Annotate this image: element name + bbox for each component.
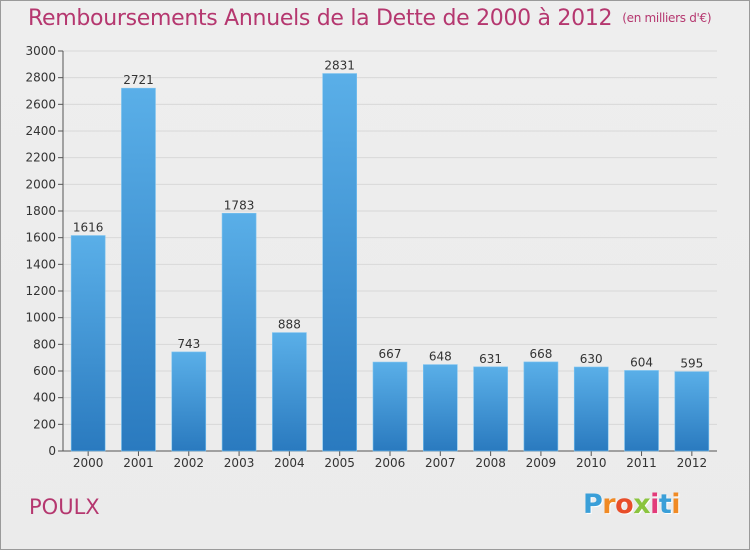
x-tick-label-2007: 2007 xyxy=(425,456,456,470)
bar-2004 xyxy=(272,332,307,452)
proxiti-logo: Proxiti xyxy=(583,489,681,520)
bar-2009 xyxy=(523,361,559,452)
brand-letter: o xyxy=(615,489,634,520)
value-label-2003: 1783 xyxy=(224,198,255,212)
x-tick-label-2009: 2009 xyxy=(526,456,557,470)
y-tick-label-3000: 3000 xyxy=(25,44,56,58)
y-tick-label-400: 400 xyxy=(33,391,56,405)
value-label-2009: 668 xyxy=(529,347,552,361)
y-tick-label-2600: 2600 xyxy=(25,97,56,111)
value-label-2000: 1616 xyxy=(73,221,104,235)
bar-2010 xyxy=(573,366,609,452)
bar-2005 xyxy=(322,73,357,452)
x-tick-label-2003: 2003 xyxy=(224,456,255,470)
x-tick-label-2002: 2002 xyxy=(173,456,204,470)
value-label-2012: 595 xyxy=(680,357,703,371)
y-tick-label-2000: 2000 xyxy=(25,177,56,191)
x-tick-label-2004: 2004 xyxy=(274,456,305,470)
x-tick-label-2000: 2000 xyxy=(73,456,104,470)
chart-title-text: Remboursements Annuels de la Dette de 20… xyxy=(28,6,613,31)
value-label-2006: 667 xyxy=(379,347,402,361)
y-tick-label-200: 200 xyxy=(33,417,56,431)
value-label-2004: 888 xyxy=(278,318,301,332)
x-tick-label-2006: 2006 xyxy=(375,456,406,470)
value-label-2007: 648 xyxy=(429,350,452,364)
chart-unit-label: (en milliers d'€) xyxy=(622,11,712,25)
commune-name: POULX xyxy=(29,495,100,519)
x-tick-label-2012: 2012 xyxy=(677,456,708,470)
chart-title: Remboursements Annuels de la Dette de 20… xyxy=(28,6,712,31)
value-label-2001: 2721 xyxy=(123,73,154,87)
x-tick-label-2005: 2005 xyxy=(324,456,355,470)
bars xyxy=(70,73,710,452)
bar-2011 xyxy=(624,370,659,452)
bar-2008 xyxy=(473,366,508,452)
brand-letter: x xyxy=(633,489,651,520)
brand-letter: t xyxy=(658,489,672,520)
brand-letter: i xyxy=(671,489,681,520)
y-tick-label-0: 0 xyxy=(48,444,56,458)
bar-2006 xyxy=(372,361,408,452)
x-tick-label-2010: 2010 xyxy=(576,456,607,470)
y-tick-label-1600: 1600 xyxy=(25,231,56,245)
bar-2003 xyxy=(221,212,257,452)
brand-letter: i xyxy=(650,489,659,520)
bar-2000 xyxy=(70,235,106,452)
y-tick-label-1800: 1800 xyxy=(25,204,56,218)
x-tick-label-2011: 2011 xyxy=(626,456,657,470)
value-labels: 1616 2721 743 1783 888 2831 667 648 631 668 630 604… xyxy=(73,59,703,371)
value-label-2010: 630 xyxy=(580,352,603,366)
y-tick-label-600: 600 xyxy=(33,364,56,378)
bar-2001 xyxy=(121,87,156,452)
x-tick-label-2008: 2008 xyxy=(475,456,506,470)
brand-letter: P xyxy=(583,489,603,520)
value-label-2002: 743 xyxy=(177,337,200,351)
tick-labels: 0 200 400 600 800 1000 1200 1400 1600 1800 2000 220… xyxy=(25,44,707,470)
y-tick-label-2800: 2800 xyxy=(25,71,56,85)
y-tick-label-1000: 1000 xyxy=(25,311,56,325)
y-tick-label-1400: 1400 xyxy=(25,257,56,271)
bar-2012 xyxy=(674,371,710,452)
value-label-2011: 604 xyxy=(630,355,653,369)
bar-2007 xyxy=(423,364,458,452)
brand-letter: r xyxy=(602,489,616,520)
y-tick-label-2400: 2400 xyxy=(25,124,56,138)
value-label-2005: 2831 xyxy=(324,59,355,73)
x-tick-label-2001: 2001 xyxy=(123,456,154,470)
y-tick-label-800: 800 xyxy=(33,337,56,351)
bar-2002 xyxy=(171,351,207,452)
y-tick-label-1200: 1200 xyxy=(25,284,56,298)
y-tick-label-2200: 2200 xyxy=(25,151,56,165)
value-label-2008: 631 xyxy=(479,352,502,366)
